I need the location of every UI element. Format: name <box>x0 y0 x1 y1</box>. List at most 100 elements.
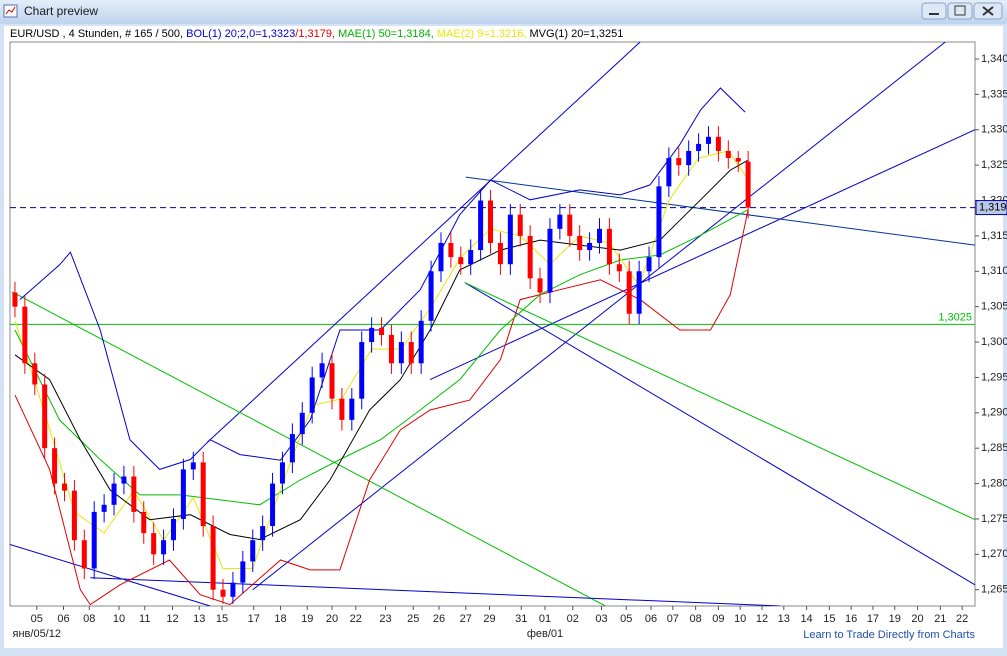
x-tick-label: 22 <box>350 613 362 625</box>
candle-body <box>517 214 523 236</box>
candle-body <box>141 511 147 534</box>
y-tick-label: 1,340 <box>981 53 1007 65</box>
legend-item: BOL(1) 20;2,0=1,3323 <box>186 28 295 40</box>
x-tick-label: 20 <box>911 613 923 625</box>
trend-line <box>252 42 946 591</box>
candle-body <box>151 533 157 555</box>
candle-body <box>478 200 484 251</box>
x-tick-label: 10 <box>734 613 746 625</box>
indicator-line <box>14 159 749 541</box>
maximize-button[interactable] <box>947 2 973 20</box>
x-tick-label: 12 <box>166 613 178 625</box>
candle-body <box>686 150 692 166</box>
candle-body <box>448 242 454 258</box>
x-tick-label: 09 <box>712 613 724 625</box>
y-tick-label: 1,300 <box>981 336 1007 348</box>
footer-link[interactable]: Learn to Trade Directly from Charts <box>803 629 975 641</box>
y-tick-label: 1,330 <box>981 124 1007 136</box>
axes-layer: 1,265 1,270 1,275 1,280 1,285 1,290 1,295 1,300… <box>13 53 1007 640</box>
x-tick-label: 16 <box>845 613 857 625</box>
candle-body <box>81 540 87 569</box>
trend-line <box>464 282 975 521</box>
candle-body <box>725 150 731 159</box>
maximize-icon <box>954 5 966 16</box>
candle-body <box>705 136 711 144</box>
x-tick-label: 10 <box>113 613 125 625</box>
candle-body <box>676 158 682 166</box>
candle-body <box>270 483 276 527</box>
candle-body <box>398 342 404 364</box>
candle-body <box>468 250 474 265</box>
y-tick-label: 1,280 <box>981 477 1007 489</box>
trend-line <box>464 282 975 586</box>
candle-body <box>458 257 464 265</box>
candle-body <box>240 561 246 583</box>
candle-body <box>577 235 583 251</box>
legend-item: EUR/USD , 4 Stunden, # 165 / 500, <box>10 28 186 40</box>
candle-body <box>379 327 385 335</box>
y-tick-label: 1,325 <box>981 159 1007 171</box>
price-label-box <box>975 200 1007 216</box>
x-tick-label: 05 <box>31 613 43 625</box>
candle-body <box>537 278 543 293</box>
candle-body <box>42 384 48 449</box>
y-tick-label: 1,290 <box>981 407 1007 419</box>
x-tick-label: 13 <box>193 613 205 625</box>
trend-line <box>10 543 211 606</box>
candle-body <box>131 476 137 512</box>
x-tick-label: 21 <box>934 613 946 625</box>
candle-body <box>388 334 394 364</box>
x-tick-label: 08 <box>689 613 701 625</box>
candle-body <box>745 161 751 208</box>
candle-body <box>12 292 18 307</box>
x-tick-label: 29 <box>483 613 495 625</box>
legend-item: MAE(2) 9=1,3216, <box>437 28 530 40</box>
legend-item: MVG(1) 20=1,3251 <box>530 28 624 40</box>
indicator-line <box>19 87 746 470</box>
x-tick-label: 02 <box>567 613 579 625</box>
candle-body <box>299 412 305 435</box>
candle-body <box>170 518 176 541</box>
candle-body <box>210 526 216 590</box>
legend: EUR/USD , 4 Stunden, # 165 / 500, BOL(1)… <box>10 28 623 40</box>
candle-body <box>32 363 38 385</box>
candle-body <box>369 327 375 343</box>
line-label: 1,3025 <box>938 311 972 323</box>
candle-body <box>309 377 315 413</box>
x-tick-label: 14 <box>800 613 812 625</box>
x-tick-sublabel: янв/05/12 <box>13 628 61 640</box>
candle-body <box>547 228 553 293</box>
x-tick-label: 18 <box>274 613 286 625</box>
minimize-button[interactable] <box>921 2 947 20</box>
candle-body <box>250 540 256 562</box>
candle-body <box>557 214 563 229</box>
candle-body <box>507 214 513 265</box>
candle-body <box>121 476 127 484</box>
y-tick-label: 1,270 <box>981 548 1007 560</box>
x-tick-label: 05 <box>620 613 632 625</box>
candle-body <box>230 582 236 597</box>
y-tick-label: 1,335 <box>981 88 1007 100</box>
legend-item: MAE(1) 50=1,3184, <box>338 28 437 40</box>
candle-body <box>220 589 226 597</box>
x-tick-label: 25 <box>407 613 419 625</box>
x-tick-label: 15 <box>823 613 835 625</box>
candle-body <box>715 136 721 151</box>
x-tick-label: 07 <box>667 613 679 625</box>
candle-body <box>567 214 573 236</box>
candle-body <box>606 228 612 265</box>
trend-line <box>429 129 975 381</box>
x-tick-label: 06 <box>645 613 657 625</box>
x-tick-label: 11 <box>139 613 150 625</box>
x-tick-label: 17 <box>248 613 260 625</box>
x-tick-label: 06 <box>57 613 69 625</box>
y-tick-label: 1,265 <box>981 584 1007 596</box>
candle-body <box>339 398 345 420</box>
candle-body <box>349 398 355 420</box>
x-tick-label: 03 <box>595 613 607 625</box>
y-tick-label: 1,315 <box>981 230 1007 242</box>
candle-body <box>597 228 603 243</box>
candle-body <box>91 511 97 569</box>
trend-line <box>465 176 975 246</box>
